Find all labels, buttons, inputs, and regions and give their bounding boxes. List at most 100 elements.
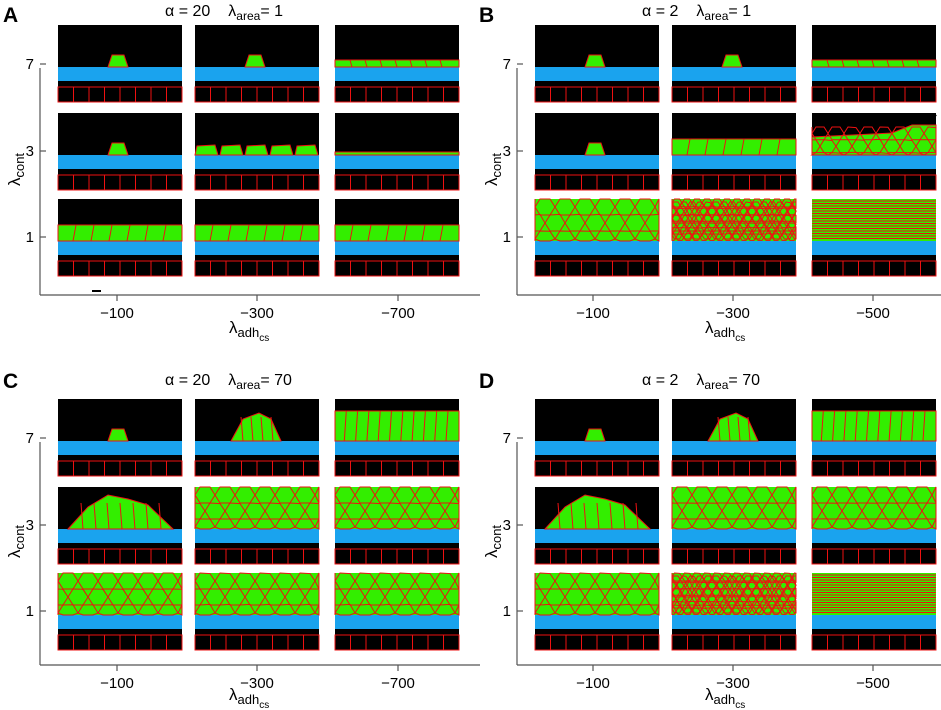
cell-boundary xyxy=(691,230,703,240)
cell-monolayer xyxy=(334,151,460,156)
cell-boundary xyxy=(691,604,703,614)
cell-boundary xyxy=(554,603,576,616)
cell-boundary xyxy=(715,607,725,615)
cell-boundary xyxy=(851,518,873,530)
substrate-layer xyxy=(812,441,936,455)
cell-boundary xyxy=(707,233,717,241)
sim-image-r3-c2 xyxy=(671,572,797,651)
cell-boundary xyxy=(126,224,131,242)
cell-boundary xyxy=(634,230,656,242)
cell-boundary xyxy=(424,59,428,68)
sim-image-r2-c2 xyxy=(671,113,797,191)
lambda-area-value: = 70 xyxy=(728,372,760,389)
panel-title: α = 2 λarea= 70 xyxy=(642,372,760,392)
substrate-layer xyxy=(535,155,659,169)
cell-boundary xyxy=(731,230,743,240)
cell-boundary xyxy=(108,224,113,242)
x-axis-subscript: adh xyxy=(714,692,736,707)
cell-boundary xyxy=(434,518,456,530)
substrate-layer xyxy=(672,441,796,455)
lambda-symbol: λ xyxy=(482,549,501,558)
cell-boundary xyxy=(354,603,376,616)
cell-boundary xyxy=(886,59,890,68)
cell-boundary xyxy=(671,606,677,615)
cell-boundary xyxy=(194,518,216,530)
x-tick-label: −100 xyxy=(576,675,610,692)
cell-boundary xyxy=(841,59,845,68)
x-axis-subscript: adh xyxy=(238,325,260,340)
lambda-symbol: λ xyxy=(705,685,714,704)
lambda-symbol: λ xyxy=(228,3,236,20)
cell-boundary xyxy=(787,606,797,615)
cell-boundary xyxy=(434,603,456,616)
x-axis-title: λadhcs xyxy=(705,318,745,344)
lambda-symbol: λ xyxy=(696,3,704,20)
cell-boundary xyxy=(454,486,460,504)
panel-label: D xyxy=(479,370,494,393)
alpha-value: α = 2 xyxy=(642,372,678,389)
cell-boundary xyxy=(791,601,797,609)
cell-boundary xyxy=(820,410,824,442)
y-axis-subscript: cont xyxy=(12,153,27,178)
y-axis-title: λcont xyxy=(5,153,27,186)
cell-boundary xyxy=(364,59,368,68)
sim-image-r3-c3 xyxy=(811,573,937,651)
cell-boundary xyxy=(739,233,749,241)
substrate-layer xyxy=(195,441,319,455)
cell-boundary xyxy=(715,233,725,241)
alpha-value: α = 2 xyxy=(642,3,678,20)
cell-boundary xyxy=(355,410,359,442)
cell-boundary xyxy=(723,232,733,241)
cell-boundary xyxy=(747,233,757,241)
cell-boundary xyxy=(763,607,773,615)
substrate-layer xyxy=(58,529,182,543)
lambda-area-subscript: area xyxy=(236,378,260,392)
x-axis-subsubscript: cs xyxy=(259,333,269,344)
cell-boundary xyxy=(250,416,254,442)
cell-boundary xyxy=(354,518,376,530)
x-axis-subsubscript: cs xyxy=(259,700,269,710)
substrate-layer xyxy=(812,67,936,81)
cell-boundary xyxy=(791,518,797,530)
sim-image-r3-c3 xyxy=(334,572,460,651)
cell-boundary xyxy=(439,224,444,242)
cell-boundary xyxy=(654,572,660,590)
x-tick-label: −700 xyxy=(381,675,415,692)
cell-boundary xyxy=(739,607,749,615)
y-tick-label: 3 xyxy=(503,143,511,160)
cell-boundary xyxy=(771,607,781,615)
cell-boundary xyxy=(810,152,830,156)
sim-image-r1-c3 xyxy=(334,25,460,103)
cell-boundary xyxy=(194,603,216,616)
cell-boundary xyxy=(826,152,845,156)
cell-boundary xyxy=(906,152,925,156)
cell-boundary xyxy=(97,604,119,616)
cell-boundary xyxy=(254,518,276,530)
cell-boundary xyxy=(400,410,404,442)
cell-boundary xyxy=(691,233,701,241)
x-tick-label: −500 xyxy=(856,305,890,322)
sim-image-r2-c1 xyxy=(534,487,660,565)
sim-image-r3-c1 xyxy=(534,198,660,277)
y-axis-subscript: cont xyxy=(489,153,504,178)
sim-image-r1-c3 xyxy=(811,399,937,477)
cell-boundary xyxy=(614,603,636,616)
sim-image-r3-c1 xyxy=(57,572,183,651)
cell-boundary xyxy=(622,502,626,530)
cell-boundary xyxy=(343,410,347,442)
asterisk-marker: * xyxy=(930,110,937,130)
y-tick-label: 1 xyxy=(503,229,511,246)
cell-boundary xyxy=(145,502,149,530)
y-tick-label: 3 xyxy=(26,517,34,534)
cell-boundary xyxy=(394,603,416,616)
cell-boundary xyxy=(534,603,556,616)
lambda-symbol: λ xyxy=(705,318,714,337)
x-tick-label: −100 xyxy=(576,305,610,322)
x-tick-label: −300 xyxy=(716,675,750,692)
substrate-layer xyxy=(58,155,182,169)
cell-boundary xyxy=(890,152,910,156)
lambda-symbol: λ xyxy=(482,177,501,186)
cell-boundary xyxy=(240,416,244,442)
cell-boundary xyxy=(557,502,561,530)
cell-boundary xyxy=(314,486,320,504)
